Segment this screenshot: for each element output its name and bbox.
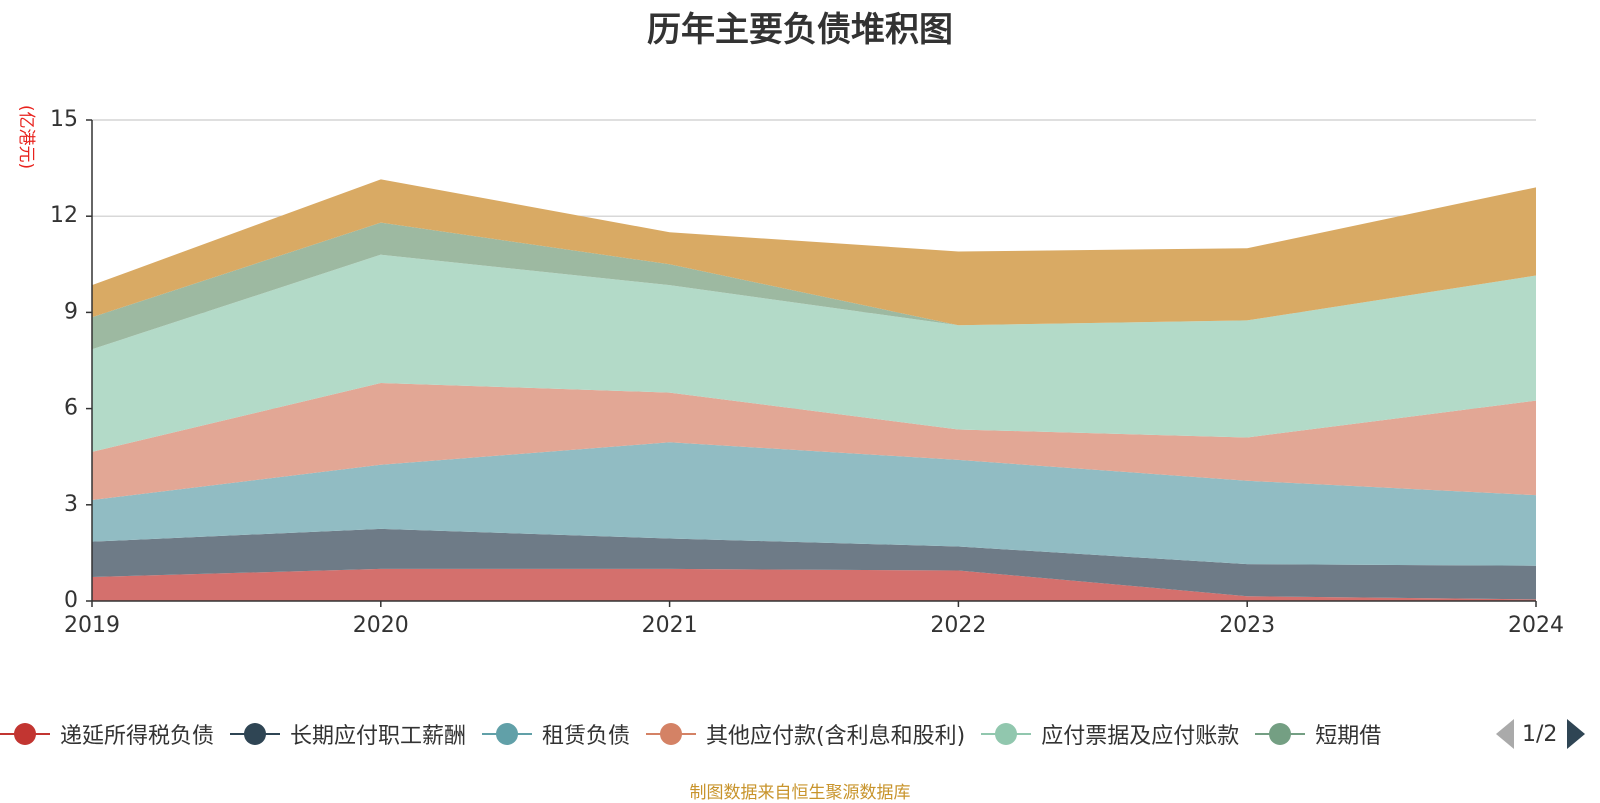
legend-label: 短期借	[1315, 724, 1382, 749]
area-应付票据及应付账款	[92, 254, 1536, 452]
legend-marker-icon	[981, 722, 1032, 746]
area-短期借款	[92, 222, 1536, 350]
legend-item[interactable]: 租赁负债	[482, 712, 630, 756]
area-递延所得税负债	[92, 568, 1536, 601]
legend-item[interactable]: 应付票据及应付账款	[981, 712, 1239, 756]
legend-marker-icon	[0, 722, 50, 746]
legend-item[interactable]: 递延所得税负债	[0, 712, 214, 756]
legend-marker-icon	[1255, 722, 1306, 746]
y-tick-label: 0	[64, 588, 78, 613]
next-page-icon[interactable]	[1567, 719, 1586, 749]
prev-page-icon[interactable]	[1496, 719, 1514, 749]
y-tick-label: 15	[50, 107, 78, 132]
legend-page-indicator: 1/2	[1522, 721, 1558, 747]
x-tick-label: 2023	[1219, 613, 1275, 638]
y-tick-label: 6	[64, 396, 78, 421]
area-租赁负债	[92, 442, 1536, 566]
y-tick-label: 9	[64, 299, 78, 324]
legend-label: 长期应付职工薪酬	[290, 724, 467, 749]
legend-label: 应付票据及应付账款	[1041, 724, 1240, 749]
x-tick-label: 2024	[1508, 613, 1564, 638]
source-note: 制图数据来自恒生聚源数据库	[689, 783, 911, 803]
x-tick-label: 2020	[353, 613, 409, 638]
x-tick-label: 2019	[64, 613, 120, 638]
tick-labels: 0 3 6 9 12 15 2019 2020 2021 2022 2023 2024	[50, 107, 1564, 638]
area-其他	[92, 179, 1536, 326]
area-其他应付款(含利息和股利)	[92, 382, 1536, 500]
legend: 递延所得税负债 长期应付职工薪酬 租赁负债 其他应付款(含利息和股利) 应付票据及应付账…	[0, 712, 1480, 756]
legend-label: 递延所得税负债	[60, 724, 215, 749]
area-series	[92, 179, 1536, 601]
legend-item[interactable]: 短期借	[1255, 712, 1381, 756]
legend-item[interactable]: 长期应付职工薪酬	[230, 712, 466, 756]
y-tick-label: 3	[64, 492, 78, 517]
legend-label: 其他应付款(含利息和股利)	[706, 724, 966, 749]
x-tick-label: 2022	[930, 613, 986, 638]
y-tick-label: 12	[50, 203, 78, 228]
area-长期应付职工薪酬	[92, 528, 1536, 600]
legend-marker-icon	[230, 722, 281, 746]
legend-marker-icon	[482, 722, 533, 746]
y-axis-label: (亿港元)	[16, 105, 36, 169]
axes	[91, 120, 1536, 602]
legend-item[interactable]: 其他应付款(含利息和股利)	[646, 712, 965, 756]
legend-pager: 1/2	[1496, 712, 1586, 756]
x-tick-label: 2021	[642, 613, 698, 638]
legend-marker-icon	[646, 722, 697, 746]
chart-title: 历年主要负债堆积图	[647, 10, 953, 50]
legend-label: 租赁负债	[542, 724, 631, 749]
